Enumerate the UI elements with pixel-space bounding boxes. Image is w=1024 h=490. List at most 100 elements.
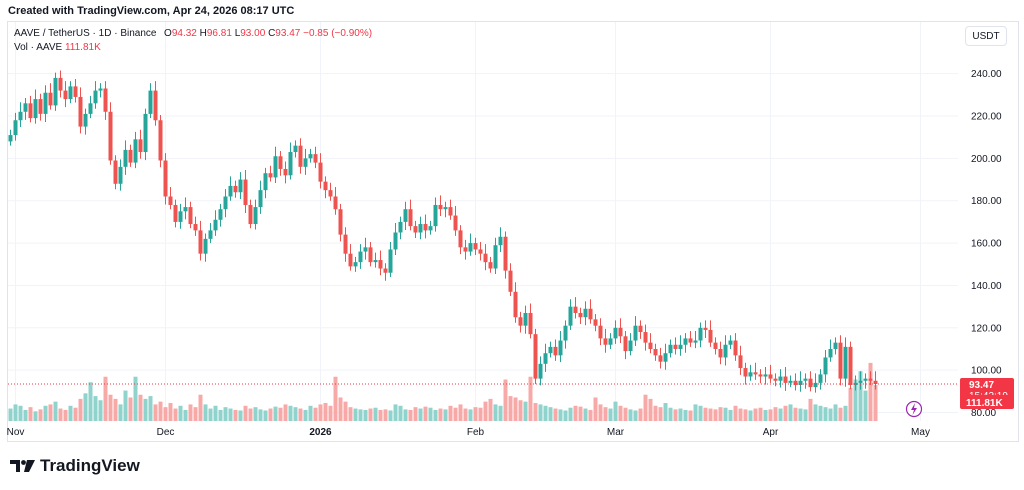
candle [763, 366, 768, 385]
close-key: C [268, 28, 276, 39]
volume-bar [783, 405, 788, 421]
volume-bar [678, 408, 683, 421]
candle [753, 362, 758, 380]
candle [403, 201, 408, 230]
volume-bar [628, 409, 633, 421]
chart-caption: Created with TradingView.com, Apr 24, 20… [8, 5, 295, 17]
volume-bar [228, 408, 233, 421]
tradingview-logo[interactable]: TradingView [10, 456, 140, 476]
volume-bar [233, 409, 238, 421]
candle-body [528, 312, 533, 335]
candle [388, 242, 393, 277]
candle [378, 250, 383, 276]
volume-bar [158, 401, 163, 421]
candle-body [53, 77, 58, 106]
volume-tag: 111.81K [966, 398, 1003, 409]
volume-bar [193, 407, 198, 421]
candle [353, 256, 358, 272]
volume-bar [618, 405, 623, 421]
candle [608, 333, 613, 349]
candle-body [418, 224, 423, 233]
volume-bar [588, 409, 593, 421]
ohlc-row: AAVE / TetherUS · 1D · Binance O94.32 H9… [14, 27, 372, 41]
candle [278, 150, 283, 176]
candle [633, 316, 638, 347]
volume-bar [198, 394, 203, 421]
candle [843, 337, 848, 387]
candle [308, 148, 313, 163]
candle [103, 81, 108, 120]
volume-bar [528, 376, 533, 421]
volume-bar [293, 407, 298, 421]
candle-body [458, 230, 463, 248]
volume-bar [213, 405, 218, 421]
candle-body [93, 90, 98, 104]
candle [293, 140, 298, 158]
candle-body [663, 353, 668, 362]
candle-body [173, 204, 178, 222]
volume-bar [803, 409, 808, 421]
candle [773, 373, 778, 387]
volume-bar [83, 393, 88, 421]
volume-bar [348, 407, 353, 421]
candle-body [673, 344, 678, 349]
candle [458, 225, 463, 255]
candle-body [288, 152, 293, 176]
y-tick-label: 220.00 [971, 112, 1002, 123]
candle [333, 186, 338, 215]
candle-body [563, 325, 568, 341]
x-tick-label: Apr [763, 427, 779, 438]
volume-bar [423, 406, 428, 421]
volume-bar [393, 404, 398, 421]
candle [783, 366, 788, 391]
volume-bar [513, 397, 518, 421]
candle-body [448, 207, 453, 216]
candle-body [428, 226, 433, 231]
candle [868, 371, 873, 385]
volume-bar [583, 408, 588, 421]
candle-body [373, 260, 378, 263]
volume-label[interactable]: Vol · AAVE [14, 42, 63, 53]
candle-body [273, 156, 278, 178]
candle-body [478, 249, 483, 254]
volume-bar [408, 409, 413, 421]
brand-name: TradingView [40, 456, 140, 475]
volume-bar [518, 400, 523, 421]
candle [93, 81, 98, 109]
candle-body [13, 120, 18, 136]
candle [643, 324, 648, 351]
lightning-icon[interactable] [905, 400, 923, 418]
volume-bar [13, 404, 18, 421]
candle-body [243, 179, 248, 205]
candle-body [83, 113, 88, 127]
candle [748, 364, 753, 381]
candle [523, 305, 528, 334]
candle-body [308, 154, 313, 159]
candle [533, 328, 538, 385]
candle-body [48, 92, 53, 106]
candle [638, 320, 643, 339]
candle-body [238, 179, 243, 193]
x-tick-label: Nov [7, 427, 25, 438]
candle [283, 161, 288, 184]
candle [778, 369, 783, 388]
volume-bar [218, 409, 223, 421]
candle [63, 81, 68, 108]
candle-body [133, 139, 138, 163]
volume-bar [153, 404, 158, 421]
candle-body [853, 382, 858, 385]
candle-body [843, 346, 848, 379]
candle [688, 330, 693, 347]
symbol-label[interactable]: AAVE / TetherUS · 1D · Binance [14, 28, 157, 39]
candle-body [728, 340, 733, 345]
volume-bar [658, 407, 663, 421]
volume-bar [793, 407, 798, 421]
volume-bar [568, 407, 573, 421]
currency-button[interactable]: USDT [965, 26, 1007, 46]
candle-body [808, 378, 813, 388]
candle-body [388, 249, 393, 273]
candle-body [263, 173, 268, 191]
volume-bar [23, 409, 28, 421]
volume-bar [773, 407, 778, 421]
